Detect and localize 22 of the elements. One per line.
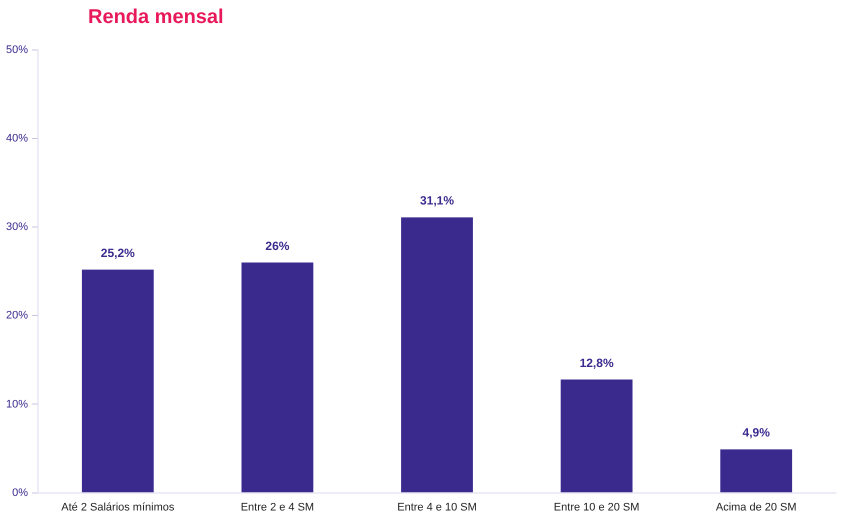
y-tick-label: 50% [6, 44, 28, 56]
x-tick-label: Entre 4 e 10 SM [397, 501, 477, 514]
bar [720, 449, 792, 492]
data-label: 12,8% [580, 356, 614, 370]
chart-title: Renda mensal [88, 6, 224, 29]
data-label: 31,1% [420, 194, 454, 208]
bar [242, 262, 314, 492]
bar [401, 217, 473, 492]
data-label: 25,2% [100, 246, 136, 260]
x-tick-label: Até 2 Salários mínimos [61, 501, 175, 514]
y-tick-label: 10% [6, 398, 28, 410]
data-label: 4,9% [742, 426, 770, 440]
bar [82, 270, 154, 492]
y-tick-label: 20% [6, 310, 28, 322]
y-tick-label: 40% [6, 132, 28, 145]
y-tick-label: 0% [12, 486, 28, 499]
x-tick-label: Acima de 20 SM [716, 501, 797, 514]
x-tick-label: Entre 2 e 4 SM [240, 501, 314, 514]
data-label: 26% [265, 238, 290, 253]
y-tick-label: 30% [6, 221, 28, 234]
x-tick-label: Entre 10 e 20 SM [554, 501, 640, 514]
bar [560, 379, 633, 492]
